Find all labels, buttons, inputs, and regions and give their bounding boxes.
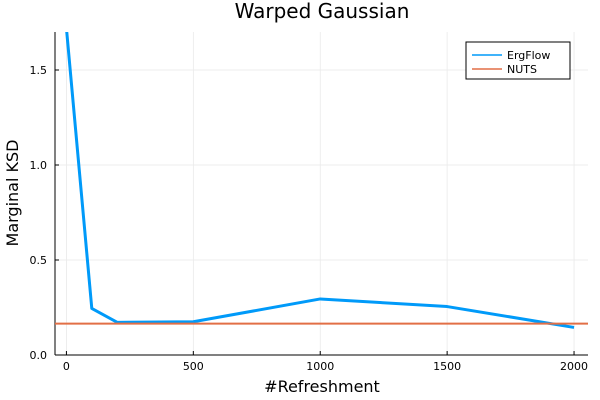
y-tick-label: 1.5 — [30, 64, 48, 77]
legend-label-nuts: NUTS — [507, 63, 537, 76]
plot-area — [55, 32, 588, 355]
grid-lines — [55, 32, 588, 356]
series-layer — [55, 32, 588, 329]
x-tick-label: 1500 — [433, 360, 461, 373]
x-tick-label: 500 — [183, 360, 204, 373]
legend-label-ergflow: ErgFlow — [507, 49, 550, 62]
y-axis-label: Marginal KSD — [3, 140, 22, 247]
y-tick-label: 1.0 — [30, 159, 48, 172]
legend-box — [465, 41, 571, 80]
y-tick-label: 0.5 — [30, 254, 48, 267]
x-axis-label: #Refreshment — [264, 377, 380, 396]
chart-title: Warped Gaussian — [235, 0, 410, 23]
y-tick-label: 0.0 — [30, 349, 48, 362]
legend: ErgFlow NUTS — [465, 41, 571, 80]
x-tick-label: 1000 — [306, 360, 334, 373]
x-tick-label: 2000 — [560, 360, 588, 373]
y-ticks: 0.0 0.5 1.0 1.5 — [30, 64, 59, 362]
x-ticks: 0 500 1000 1500 2000 — [63, 351, 588, 373]
x-tick-label: 0 — [63, 360, 70, 373]
series-line-ergflow — [65, 32, 575, 329]
